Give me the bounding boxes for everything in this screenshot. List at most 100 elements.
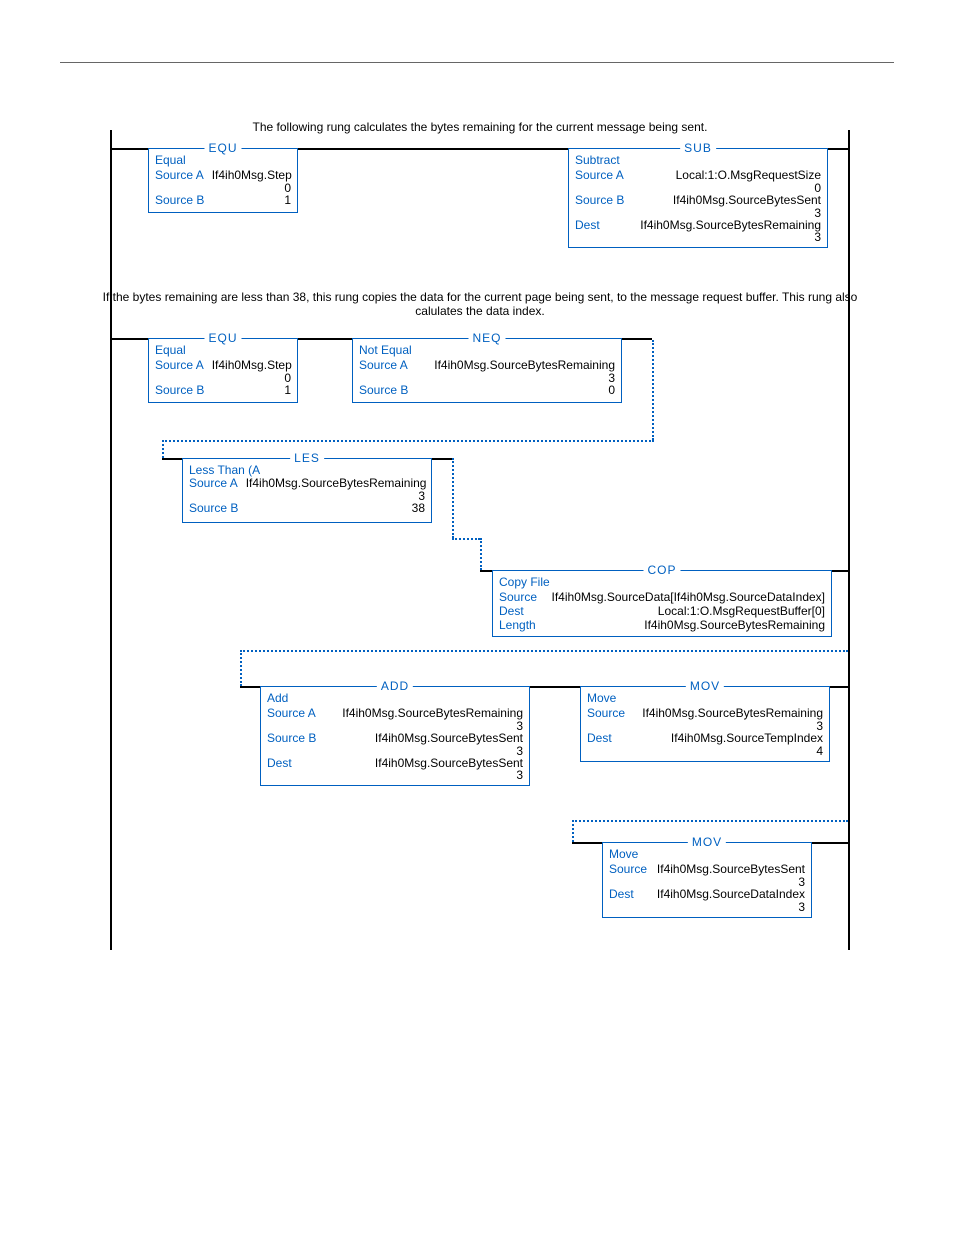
dashed-wire xyxy=(572,820,848,822)
operand-label: Dest xyxy=(499,605,524,619)
operand-value: If4ih0Msg.SourceBytesSent xyxy=(375,757,523,771)
wire xyxy=(112,148,148,150)
operand-value: If4ih0Msg.SourceBytesRemaining xyxy=(434,359,615,373)
operand-label: Source B xyxy=(155,194,204,208)
operand-subvalue: 0 xyxy=(155,372,291,384)
operand-value: 1 xyxy=(284,384,291,398)
instruction-title: Copy File xyxy=(499,575,825,589)
wire xyxy=(480,570,492,572)
mnemonic-tag: ADD xyxy=(377,679,413,693)
operand-value: 38 xyxy=(412,502,425,516)
operand-subvalue: 3 xyxy=(267,720,523,732)
operand-value: If4ih0Msg.SourceBytesRemaining xyxy=(640,219,821,233)
operand-subvalue: 3 xyxy=(267,769,523,781)
instruction-row: Source If4ih0Msg.SourceBytesRemaining xyxy=(587,707,823,721)
mnemonic-tag: EQU xyxy=(204,331,241,345)
dashed-wire xyxy=(162,440,164,458)
wire xyxy=(622,338,652,340)
operand-value: If4ih0Msg.SourceBytesSent xyxy=(375,732,523,746)
instruction-row: Dest If4ih0Msg.SourceDataIndex xyxy=(609,888,805,902)
mov-instruction: MOVMoveSourceIf4ih0Msg.SourceBytesSent3D… xyxy=(602,842,812,918)
instruction-row: Source If4ih0Msg.SourceData[If4ih0Msg.Sou… xyxy=(499,591,825,605)
instruction-row: Source AIf4ih0Msg.Step xyxy=(155,359,291,373)
mnemonic-tag: SUB xyxy=(680,141,716,155)
dashed-wire xyxy=(572,820,574,842)
operand-subvalue: 0 xyxy=(155,182,291,194)
mnemonic-tag: NEQ xyxy=(468,331,505,345)
wire xyxy=(112,338,148,340)
operand-label: Dest xyxy=(575,219,600,233)
operand-label: Dest xyxy=(609,888,634,902)
operand-label: Source A xyxy=(267,707,316,721)
operand-label: Source xyxy=(609,863,647,877)
operand-label: Source B xyxy=(189,502,238,516)
operand-label: Source B xyxy=(267,732,316,746)
instruction-title: Equal xyxy=(155,343,291,357)
operand-value: If4ih0Msg.SourceDataIndex xyxy=(657,888,805,902)
instruction-title: Add xyxy=(267,691,523,705)
operand-label: Source B xyxy=(575,194,624,208)
add-instruction: ADDAddSource AIf4ih0Msg.SourceBytesRemai… xyxy=(260,686,530,786)
instruction-title: Less Than (ASource AIf4ih0Msg.SourceByte… xyxy=(189,463,425,516)
operand-subvalue: 3 xyxy=(267,745,523,757)
dashed-wire xyxy=(240,650,848,652)
operand-subvalue: 3 xyxy=(575,231,821,243)
operand-label: Source xyxy=(499,591,537,605)
instruction-row: Dest If4ih0Msg.SourceTempIndex xyxy=(587,732,823,746)
operand-label: Source A xyxy=(155,169,204,183)
operand-value: If4ih0Msg.SourceBytesRemaining xyxy=(642,707,823,721)
operand-value: Local:1:O.MsgRequestSize xyxy=(676,169,821,183)
operand-label: Source B xyxy=(359,384,408,398)
operand-value: If4ih0Msg.SourceData[If4ih0Msg.SourceDat… xyxy=(552,591,825,605)
operand-value: If4ih0Msg.SourceBytesSent xyxy=(657,863,805,877)
left-rail xyxy=(110,130,112,950)
les-instruction: LESLess Than (ASource AIf4ih0Msg.SourceB… xyxy=(182,458,432,523)
instruction-row: Source B 0 xyxy=(359,384,615,398)
operand-value: If4ih0Msg.SourceBytesRemaining xyxy=(246,477,427,491)
instruction-title: Move xyxy=(587,691,823,705)
instruction-row: Source A If4ih0Msg.SourceBytesRemaining xyxy=(359,359,615,373)
dashed-wire xyxy=(162,440,654,442)
operand-value: 0 xyxy=(608,384,615,398)
operand-value: Local:1:O.MsgRequestBuffer[0] xyxy=(658,605,825,619)
wire xyxy=(828,148,848,150)
ladder-diagram: The following rung calculates the bytes … xyxy=(110,120,850,950)
sub-instruction: SUBSubtractSource ALocal:1:O.MsgRequestS… xyxy=(568,148,828,248)
instruction-title: Equal xyxy=(155,153,291,167)
operand-value: If4ih0Msg.SourceTempIndex xyxy=(671,732,823,746)
dashed-wire xyxy=(452,458,454,538)
cop-instruction: COPCopy FileSourceIf4ih0Msg.SourceData[I… xyxy=(492,570,832,637)
operand-label: Source A xyxy=(575,169,624,183)
instruction-row: Dest Local:1:O.MsgRequestBuffer[0] xyxy=(499,605,825,619)
mnemonic-tag: MOV xyxy=(688,835,726,849)
mnemonic-tag: COP xyxy=(643,563,680,577)
dashed-wire xyxy=(480,538,482,570)
instruction-row: Source B If4ih0Msg.SourceBytesSent xyxy=(267,732,523,746)
operand-label: Dest xyxy=(587,732,612,746)
operand-subvalue: 3 xyxy=(587,720,823,732)
operand-label: Source A xyxy=(155,359,204,373)
instruction-row: Source B 38 xyxy=(189,502,425,516)
wire xyxy=(832,570,848,572)
operand-label: Source A xyxy=(359,359,408,373)
wire xyxy=(240,686,260,688)
right-rail xyxy=(848,130,850,950)
operand-value: 1 xyxy=(284,194,291,208)
dashed-wire xyxy=(240,650,242,686)
instruction-row: Source AIf4ih0Msg.Step xyxy=(155,169,291,183)
wire xyxy=(572,842,602,844)
wire xyxy=(298,148,568,150)
instruction-row: Dest If4ih0Msg.SourceBytesRemaining xyxy=(575,219,821,233)
mnemonic-tag: EQU xyxy=(204,141,241,155)
operand-label: Source xyxy=(587,707,625,721)
wire xyxy=(530,686,580,688)
dashed-wire xyxy=(452,538,480,540)
wire xyxy=(830,686,848,688)
wire xyxy=(298,338,352,340)
instruction-row: Source B 1 xyxy=(155,194,291,208)
operand-subvalue: 0 xyxy=(575,182,821,194)
instruction-title: Subtract xyxy=(575,153,821,167)
operand-value: If4ih0Msg.SourceBytesRemaining xyxy=(644,619,825,633)
operand-subvalue: 3 xyxy=(189,490,425,502)
operand-label: Length xyxy=(499,619,536,633)
